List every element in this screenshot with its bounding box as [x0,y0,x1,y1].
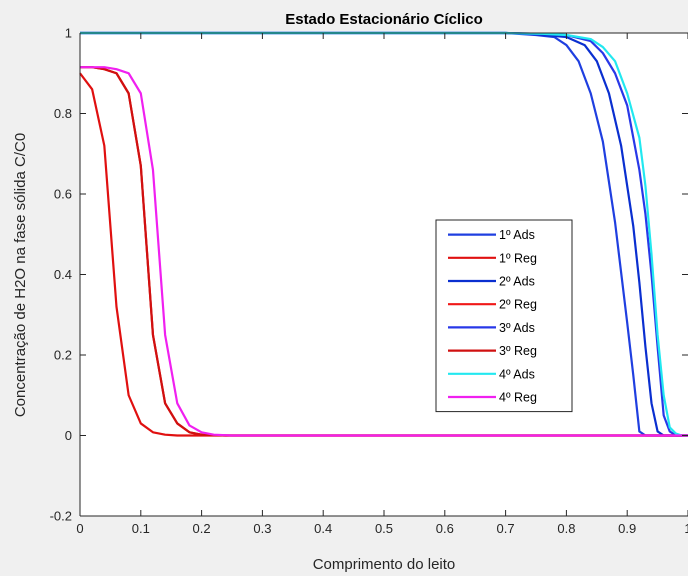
x-tick-label: 0.9 [618,521,636,536]
x-tick-label: 0.3 [253,521,271,536]
x-tick-label: 0.8 [557,521,575,536]
x-tick-label: 0.7 [497,521,515,536]
y-tick-label: 0.6 [54,187,72,202]
legend-label: 2º Reg [499,298,537,312]
x-tick-label: 0.5 [375,521,393,536]
legend-label: 1º Reg [499,251,537,265]
tick-layer: 0 0.1 0.2 0.3 0.4 0.5 0.6 0.7 0.8 0.9 1 -0.2 0 0.2 0.4… [50,26,688,536]
legend-label: 4º Reg [499,391,537,405]
chart-title: Estado Estacionário Cíclico [285,11,483,28]
y-tick-label: 1 [65,26,72,41]
x-tick-label: 0.2 [193,521,211,536]
x-tick-label: 0 [76,521,83,536]
y-tick-label: 0.2 [54,348,72,363]
legend-label: 3º Reg [499,344,537,358]
legend-label: 2º Ads [499,275,535,289]
legend-label: 3º Ads [499,321,535,335]
y-tick-label: 0.4 [54,267,72,282]
y-tick-label: 0.8 [54,106,72,121]
legend-label: 4º Ads [499,367,535,381]
x-tick-label: 0.4 [314,521,332,536]
y-tick-label: 0 [65,428,72,443]
x-tick-label: 1 [684,521,688,536]
series-line-8 [80,66,688,437]
legend: 1º Ads 1º Reg 2º Ads 2º Reg 3º Ads 3º Reg 4º A… [435,219,573,413]
plot-area-background [80,33,688,516]
y-tick-label: -0.2 [50,509,72,524]
x-axis-label: Comprimento do leito [313,556,456,573]
y-axis-label: Concentração de H2O na fase sólida C/C0 [12,133,29,417]
legend-label: 1º Ads [499,228,535,242]
x-tick-label: 0.1 [132,521,150,536]
x-tick-label: 0.6 [436,521,454,536]
legend-box [435,219,573,413]
